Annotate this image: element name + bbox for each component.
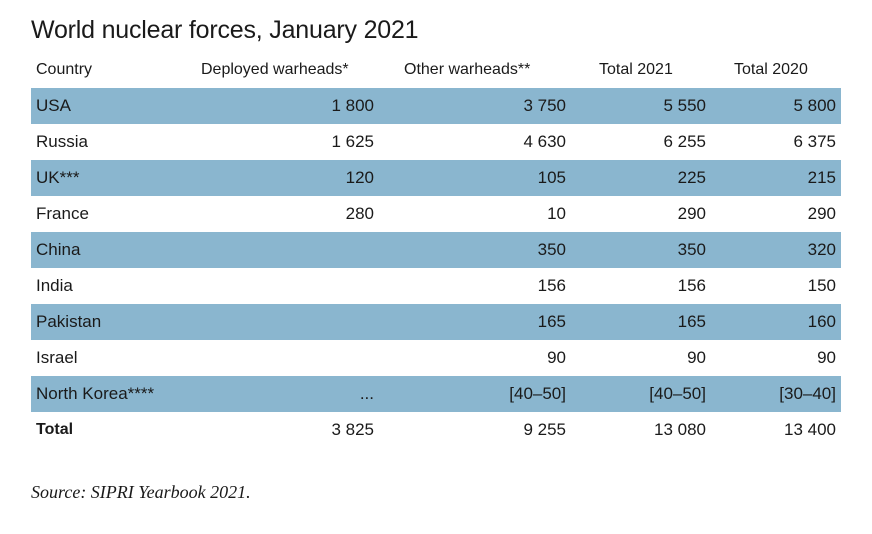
source-note: Source: SIPRI Yearbook 2021. (31, 482, 251, 502)
total-2020-sum-cell: 13 400 (784, 420, 836, 439)
table-row: India 156 156 150 (31, 268, 841, 304)
table-row: USA 1 800 3 750 5 550 5 800 (31, 88, 841, 124)
other-cell: 3 750 (523, 96, 566, 115)
table-row: Israel 90 90 90 (31, 340, 841, 376)
total-deployed-cell: 3 825 (331, 420, 374, 439)
other-cell: 156 (537, 276, 566, 295)
header-other-warheads: Other warheads** (404, 61, 531, 78)
total-2020-cell: 6 375 (793, 132, 836, 151)
country-cell: France (36, 204, 89, 223)
deployed-cell: 280 (345, 204, 374, 223)
other-cell: 90 (547, 348, 566, 367)
country-cell: Israel (36, 348, 78, 367)
table-row: France 280 10 290 290 (31, 196, 841, 232)
other-cell: 105 (537, 168, 566, 187)
deployed-cell (196, 232, 374, 268)
table-total-row: Total 3 825 9 255 13 080 13 400 (31, 412, 841, 448)
total-2021-cell: 90 (687, 348, 706, 367)
country-cell: UK*** (36, 168, 80, 187)
country-cell: China (36, 240, 81, 259)
total-label: Total (36, 421, 74, 438)
country-cell: Pakistan (36, 312, 102, 331)
total-2020-cell: 150 (807, 276, 836, 295)
other-cell: 4 630 (523, 132, 566, 151)
table-row: Russia 1 625 4 630 6 255 6 375 (31, 124, 841, 160)
deployed-cell: 1 625 (331, 132, 374, 151)
table-row: China 350 350 320 (31, 232, 841, 268)
total-2020-cell: 160 (807, 312, 836, 331)
total-2021-cell: 225 (677, 168, 706, 187)
other-cell: 165 (537, 312, 566, 331)
table-row: North Korea**** ... [40–50] [40–50] [30–… (31, 376, 841, 412)
total-2020-cell: 215 (807, 168, 836, 187)
total-2021-cell: 350 (677, 240, 706, 259)
total-2020-cell: 90 (817, 348, 836, 367)
country-cell: North Korea**** (36, 384, 155, 403)
total-2021-cell: [40–50] (649, 384, 706, 403)
total-2020-cell: 320 (807, 240, 836, 259)
total-2021-sum-cell: 13 080 (654, 420, 706, 439)
total-2020-cell: 290 (807, 204, 836, 223)
header-deployed-warheads: Deployed warheads* (201, 61, 349, 78)
table-header-row: Country Deployed warheads* Other warhead… (31, 52, 841, 88)
total-other-cell: 9 255 (523, 420, 566, 439)
header-country: Country (36, 61, 93, 78)
country-cell: USA (36, 96, 71, 115)
total-2021-cell: 156 (677, 276, 706, 295)
total-2020-cell: 5 800 (793, 96, 836, 115)
total-2021-cell: 6 255 (663, 132, 706, 151)
other-cell: 10 (547, 204, 566, 223)
deployed-cell (196, 268, 374, 304)
deployed-cell: 1 800 (331, 96, 374, 115)
other-cell: 350 (537, 240, 566, 259)
country-cell: India (36, 276, 73, 295)
country-cell: Russia (36, 132, 88, 151)
nuclear-forces-table: Country Deployed warheads* Other warhead… (31, 52, 841, 448)
header-total-2020: Total 2020 (734, 61, 808, 78)
header-total-2021: Total 2021 (599, 61, 673, 78)
total-2021-cell: 290 (677, 204, 706, 223)
table-row: Pakistan 165 165 160 (31, 304, 841, 340)
deployed-cell: ... (359, 384, 374, 403)
other-cell: [40–50] (509, 384, 566, 403)
total-2020-cell: [30–40] (779, 384, 836, 403)
deployed-cell (196, 304, 374, 340)
deployed-cell (196, 340, 374, 376)
total-2021-cell: 165 (677, 312, 706, 331)
total-2021-cell: 5 550 (663, 96, 706, 115)
page-title: World nuclear forces, January 2021 (31, 16, 419, 44)
deployed-cell: 120 (345, 168, 374, 187)
table-row: UK*** 120 105 225 215 (31, 160, 841, 196)
